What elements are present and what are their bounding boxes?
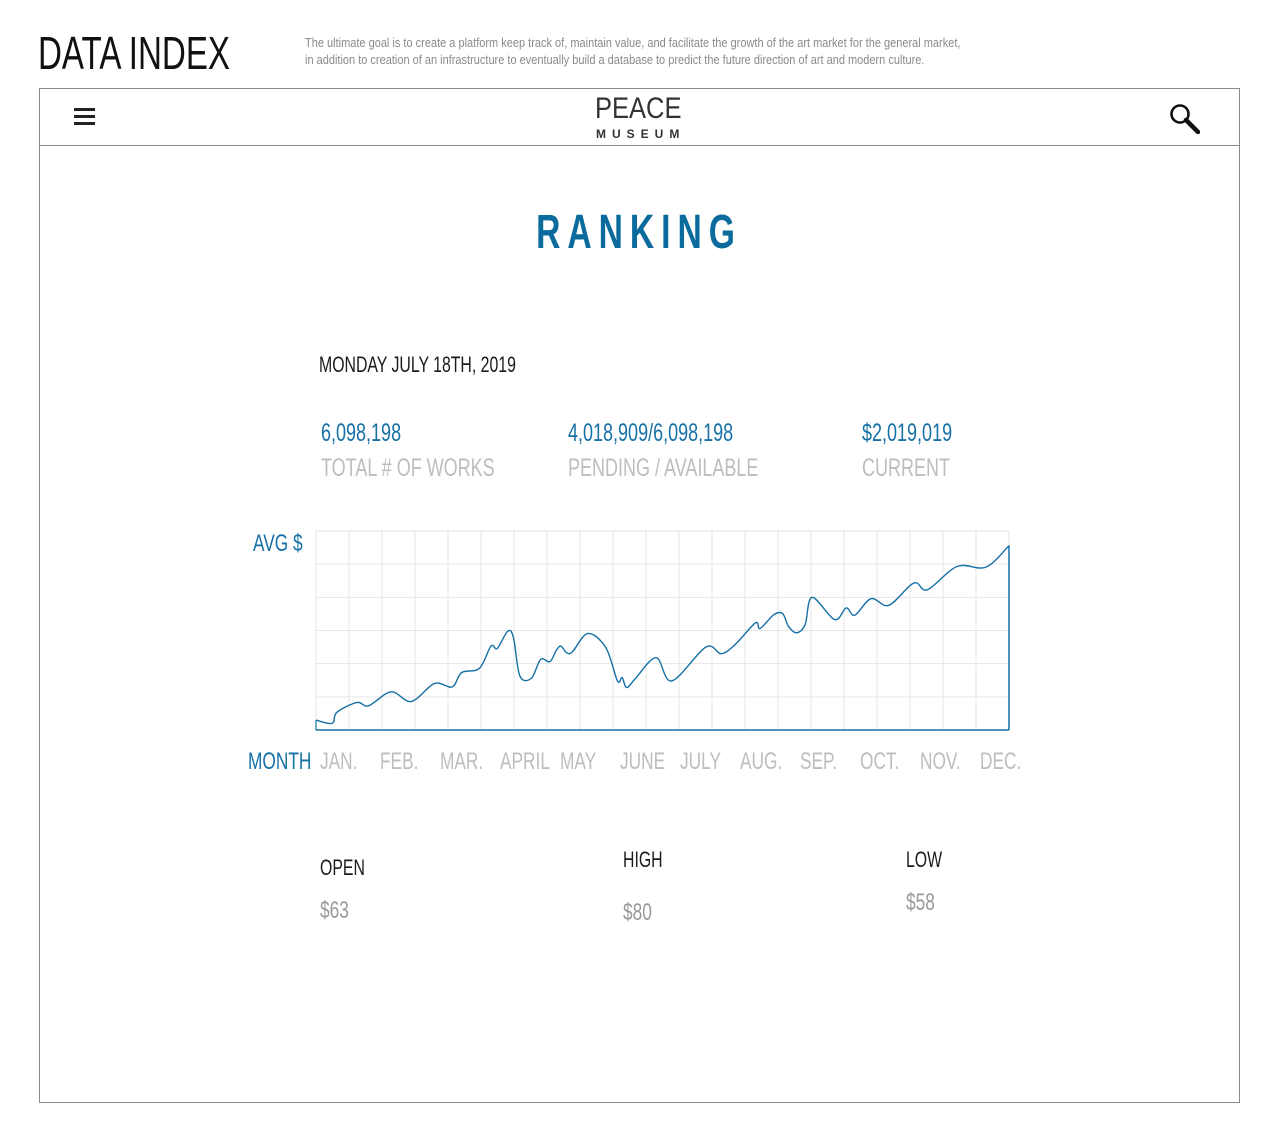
low-value: $58 [906, 889, 935, 916]
x-tick-label: AUG. [740, 748, 783, 775]
search-icon[interactable] [1168, 102, 1200, 134]
page-title: RANKING [536, 206, 742, 259]
y-axis-label: AVG $ [253, 530, 303, 557]
open-label: OPEN [320, 855, 365, 880]
low-label: LOW [906, 847, 943, 872]
pending-available-value: 4,018,909/6,098,198 [568, 419, 734, 447]
brand-title: DATA INDEX [38, 27, 231, 79]
navbar [40, 89, 1239, 146]
x-tick-label: JAN. [320, 748, 358, 775]
logo-peace[interactable]: PEACE [595, 92, 682, 125]
x-tick-label: APRIL [500, 748, 550, 775]
total-works-label: TOTAL # OF WORKS [321, 454, 495, 482]
x-tick-label: NOV. [920, 748, 961, 775]
x-tick-label: OCT. [860, 748, 900, 775]
current-value: $2,019,019 [862, 419, 953, 447]
date-label: MONDAY JULY 18TH, 2019 [319, 352, 516, 377]
x-tick-label: JULY [680, 748, 721, 775]
line-chart [315, 530, 1010, 731]
hamburger-menu-icon[interactable] [74, 108, 95, 126]
logo-museum: MUSEUM [596, 127, 686, 141]
pending-available-label: PENDING / AVAILABLE [568, 454, 759, 482]
x-tick-label: MAR. [440, 748, 484, 775]
x-tick-label: JUNE [620, 748, 666, 775]
app-frame [39, 88, 1240, 1103]
current-label: CURRENT [862, 454, 950, 482]
open-value: $63 [320, 897, 349, 924]
x-axis-label: MONTH [248, 748, 312, 775]
high-label: HIGH [623, 847, 663, 872]
high-value: $80 [623, 899, 652, 926]
x-tick-label: DEC. [980, 748, 1022, 775]
x-tick-label: SEP. [800, 748, 838, 775]
tagline: The ultimate goal is to create a platfor… [305, 36, 961, 67]
total-works-value: 6,098,198 [321, 419, 402, 447]
x-tick-label: FEB. [380, 748, 419, 775]
x-tick-label: MAY [560, 748, 597, 775]
series-line [315, 545, 1010, 725]
